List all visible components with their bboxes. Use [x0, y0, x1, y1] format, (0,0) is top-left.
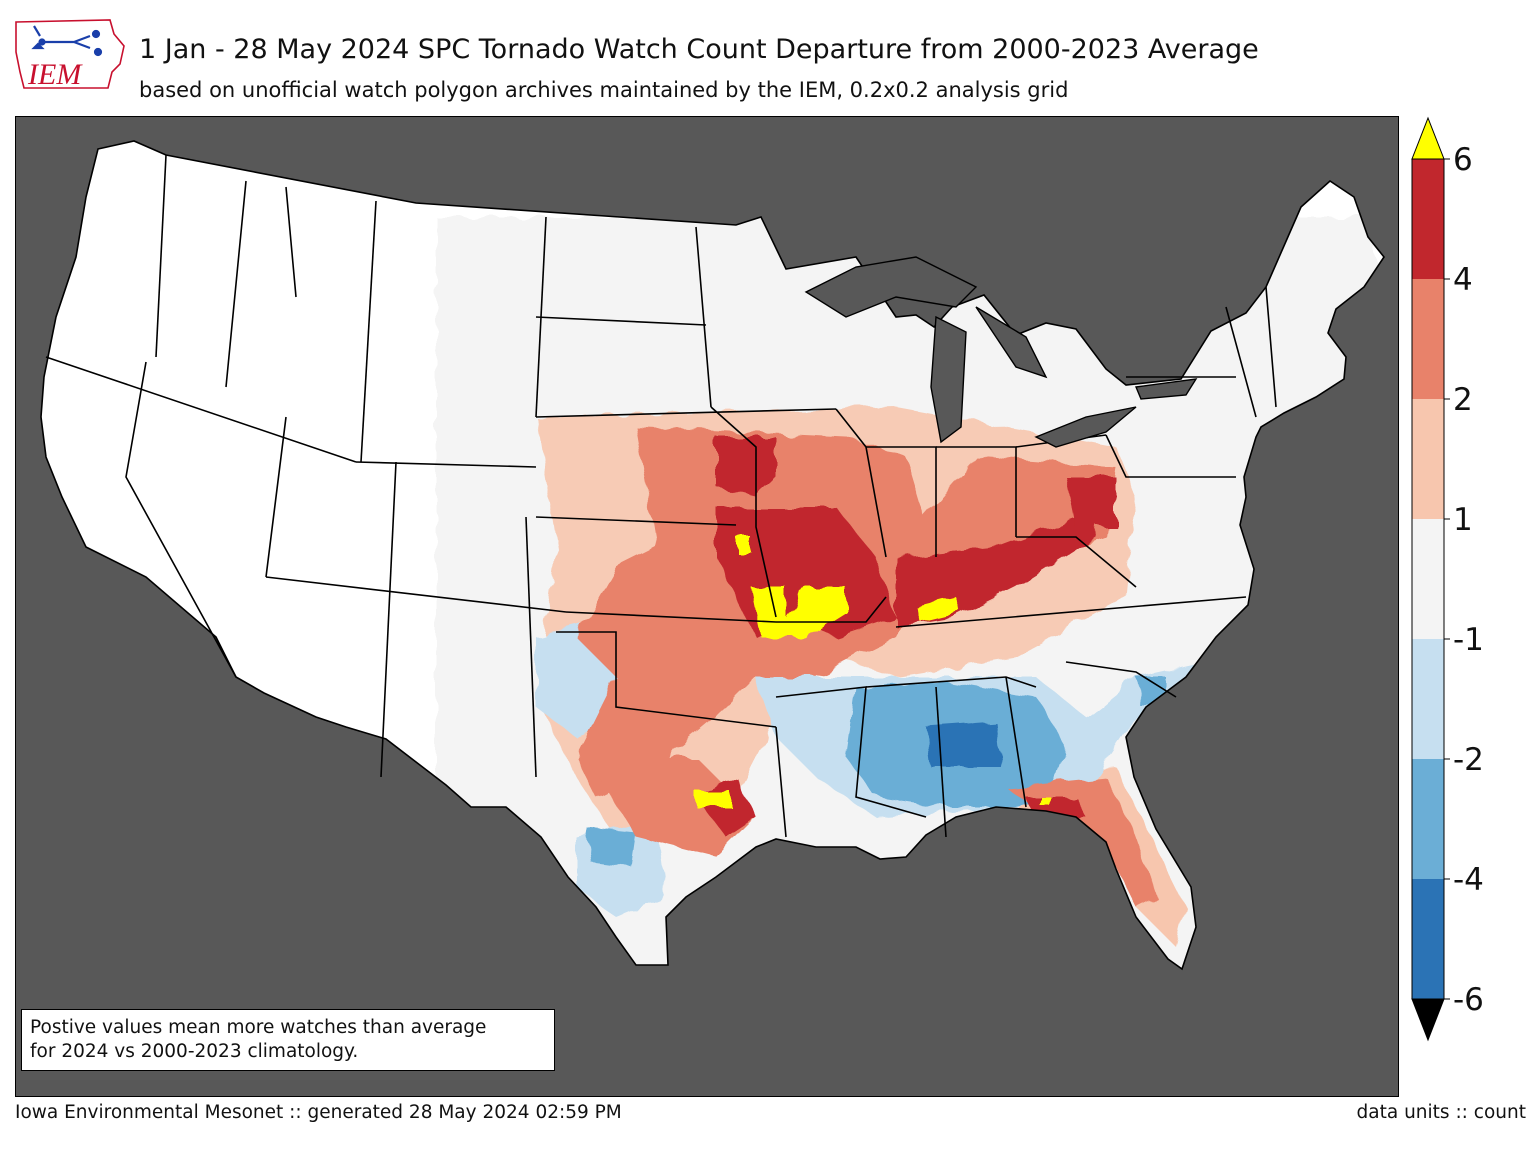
- iowa-outline-shape: [15, 19, 125, 89]
- colorbar-bin: [1412, 879, 1444, 999]
- colorbar-bin: [1412, 519, 1444, 639]
- colorbar-bin: [1412, 159, 1444, 279]
- explanation-note: Postive values mean more watches than av…: [21, 1009, 555, 1071]
- great-lakes: [804, 256, 1198, 448]
- mesonet-symbol-icon: [31, 25, 103, 57]
- map-canvas: [16, 117, 1398, 1096]
- map-panel: [15, 116, 1399, 1097]
- state-borders: [40, 140, 1385, 970]
- footer-units: data units :: count: [1356, 1102, 1526, 1123]
- colorbar-tick-label: -2: [1453, 742, 1484, 778]
- colorbar-tick-label: 1: [1453, 502, 1473, 538]
- colorbar-over-triangle: [1411, 116, 1445, 160]
- page-subtitle: based on unofficial watch polygon archiv…: [139, 78, 1069, 102]
- colorbar-bin: [1412, 399, 1444, 519]
- colorbar-tick-label: 2: [1453, 382, 1473, 418]
- iem-logo-text: IEM: [27, 58, 83, 91]
- colorbar-tick-label: -6: [1453, 982, 1484, 1018]
- colorbar-bin: [1412, 279, 1444, 399]
- page-title: 1 Jan - 28 May 2024 SPC Tornado Watch Co…: [139, 34, 1259, 65]
- colorbar-tick-label: -4: [1453, 862, 1484, 898]
- colorbar-under-triangle: [1411, 998, 1445, 1042]
- colorbar-bin: [1412, 639, 1444, 759]
- note-line-2: for 2024 vs 2000-2023 climatology.: [30, 1041, 359, 1062]
- note-line-1: Postive values mean more watches than av…: [30, 1017, 487, 1038]
- colorbar-tick-label: 6: [1453, 142, 1473, 178]
- iem-logo: IEM: [15, 19, 125, 91]
- colorbar-tick-label: -1: [1453, 622, 1484, 658]
- colorbar-tick-label: 4: [1453, 262, 1473, 298]
- footer-credit: Iowa Environmental Mesonet :: generated …: [15, 1102, 622, 1123]
- colorbar-bin: [1412, 759, 1444, 879]
- colorbar-legend: 6 4 2 1 -1 -2 -4 -6: [1411, 116, 1484, 1042]
